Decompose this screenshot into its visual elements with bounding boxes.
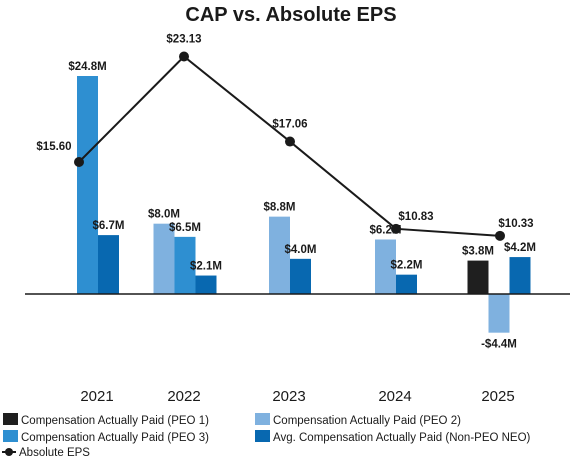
bar-label-compensation-actually-paid-peo-3-2021: $24.8M [68,61,106,73]
eps-line-group [74,51,505,241]
legend: Compensation Actually Paid (PEO 1) Compen… [2,413,531,459]
bar-compensation-actually-paid-peo-1-2025 [467,260,489,294]
legend-swatch-avg-compensation-actually-paid-non-peo-neo [255,430,270,442]
legend-swatch-compensation-actually-paid-peo-2 [255,413,270,425]
bar-compensation-actually-paid-peo-2-2024 [375,239,396,294]
bar-label-avg-compensation-actually-paid-non-peo-neo-2024: $2.2M [391,260,423,272]
bar-avg-compensation-actually-paid-non-peo-neo-2024 [396,274,417,294]
bar-avg-compensation-actually-paid-non-peo-neo-2025 [509,257,531,294]
eps-point-2024 [391,223,401,234]
bar-label-compensation-actually-paid-peo-2-2023: $8.8M [264,202,296,214]
eps-label-2023: $17.06 [272,119,307,131]
legend-label-avg-compensation-actually-paid-non-peo-neo: Avg. Compensation Actually Paid (Non-PEO… [273,432,531,444]
x-tick-2021: 2021 [80,388,113,405]
bar-label-compensation-actually-paid-peo-3-2022: $6.5M [169,222,201,234]
bars-group [77,76,531,333]
bar-label-compensation-actually-paid-peo-2-2024: $6.2M [370,225,402,237]
legend-marker-absolute-eps [5,448,13,456]
bar-label-avg-compensation-actually-paid-non-peo-neo-2023: $4.0M [285,244,317,256]
eps-point-2022 [179,51,189,62]
bar-avg-compensation-actually-paid-non-peo-neo-2022 [195,275,217,294]
legend-swatch-compensation-actually-paid-peo-1 [3,413,18,425]
x-tick-2023: 2023 [272,388,305,405]
eps-point-2021 [74,157,84,167]
bar-avg-compensation-actually-paid-non-peo-neo-2021 [98,235,119,294]
bar-compensation-actually-paid-peo-3-2021 [77,76,98,294]
bar-compensation-actually-paid-peo-2-2022 [153,223,175,294]
x-tick-2024: 2024 [378,388,411,405]
legend-label-compensation-actually-paid-peo-3: Compensation Actually Paid (PEO 3) [21,432,209,444]
eps-point-2023 [285,136,295,147]
x-axis: 2021 2022 2023 2024 2025 [80,388,514,405]
bar-compensation-actually-paid-peo-2-2023 [269,216,290,294]
legend-label-compensation-actually-paid-peo-1: Compensation Actually Paid (PEO 1) [21,415,209,427]
eps-label-2021: $15.60 [36,141,71,153]
bar-avg-compensation-actually-paid-non-peo-neo-2023 [290,258,311,294]
eps-point-2025 [495,230,505,241]
legend-swatch-compensation-actually-paid-peo-3 [3,430,18,442]
labels-group: $24.8M $6.7M $8.0M$6.5M $2.1M $8.8M $4.0M $6.2… [36,34,536,351]
legend-label-compensation-actually-paid-peo-2: Compensation Actually Paid (PEO 2) [273,415,461,427]
x-tick-2025: 2025 [481,388,514,405]
bar-label-avg-compensation-actually-paid-non-peo-neo-2022: $2.1M [190,261,222,273]
bar-label-compensation-actually-paid-peo-2-2022: $8.0M [148,209,180,221]
chart-title: CAP vs. Absolute EPS [185,4,396,26]
bar-label-avg-compensation-actually-paid-non-peo-neo-2025: $4.2M [504,242,536,254]
bar-label-avg-compensation-actually-paid-non-peo-neo-2021: $6.7M [93,220,125,232]
eps-label-2025: $10.33 [498,218,533,230]
bar-compensation-actually-paid-peo-3-2022 [174,236,196,294]
legend-label-absolute-eps: Absolute EPS [19,447,90,459]
x-tick-2022: 2022 [167,388,200,405]
eps-label-2022: $23.13 [166,34,201,46]
bar-label-compensation-actually-paid-peo-2-2025: -$4.4M [481,339,517,351]
eps-label-2024: $10.83 [398,211,433,223]
bar-compensation-actually-paid-peo-2-2025 [488,294,510,333]
bar-label-compensation-actually-paid-peo-1-2025: $3.8M [462,246,494,258]
